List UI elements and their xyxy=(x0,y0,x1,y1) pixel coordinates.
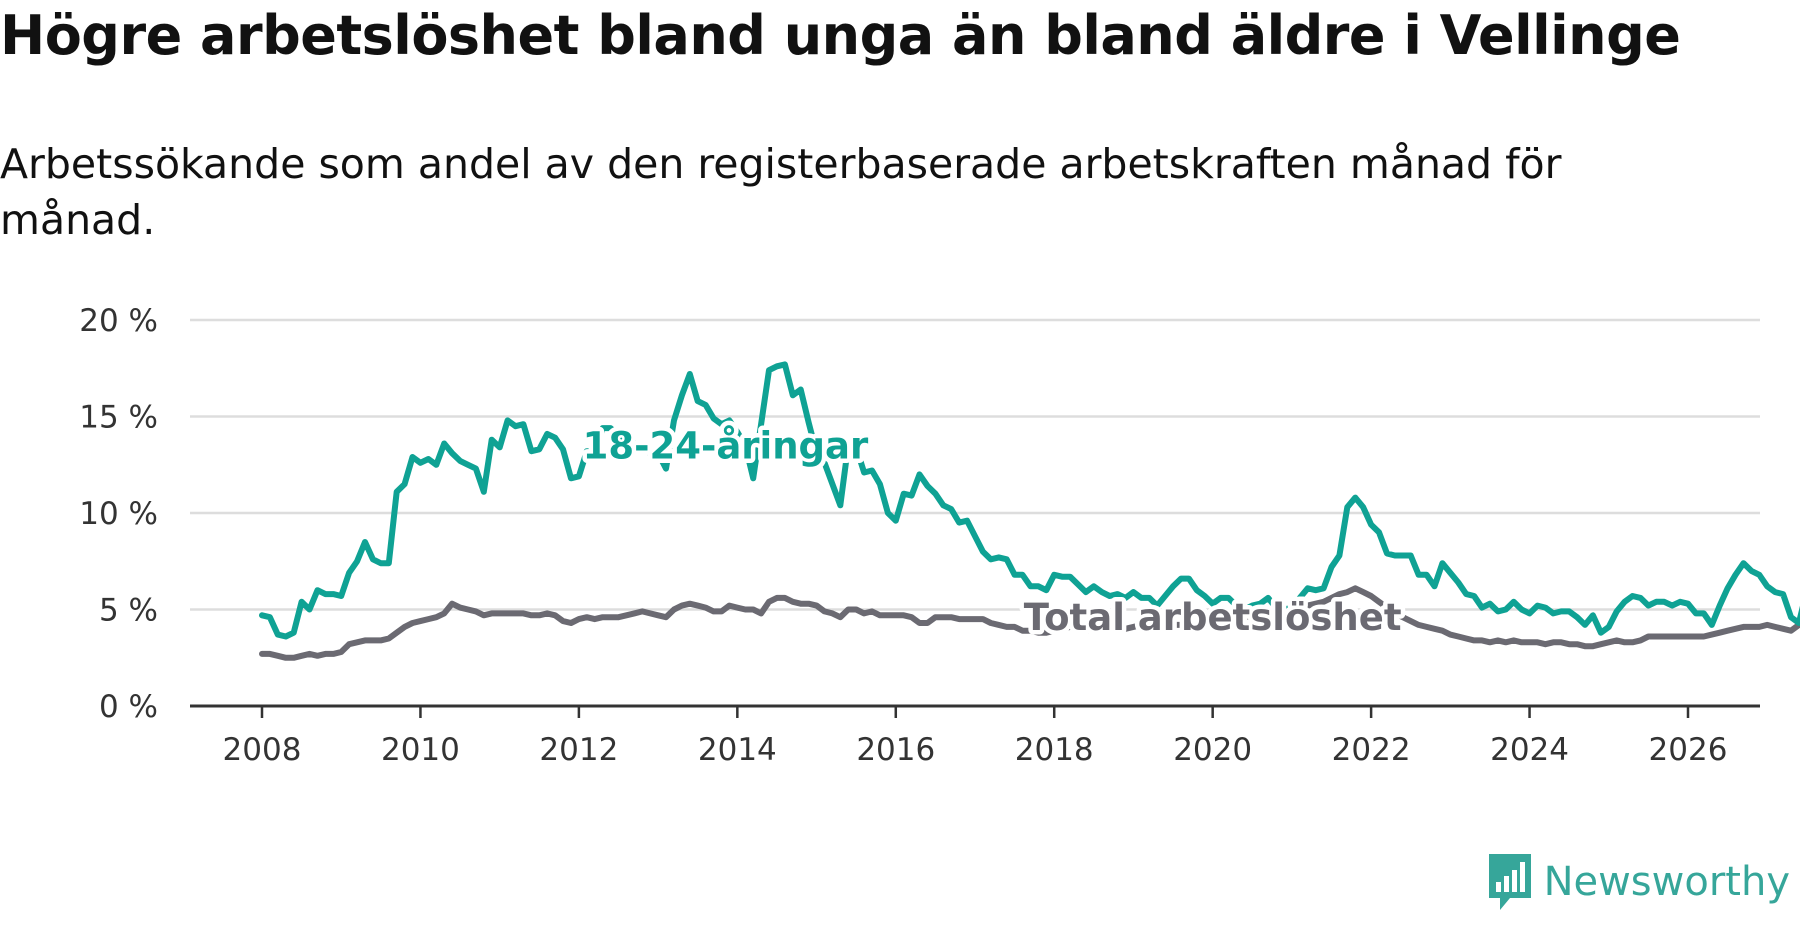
series-label-total: Total arbetslöshet xyxy=(1024,596,1402,639)
x-tick-label: 2026 xyxy=(1649,732,1728,768)
series-line-total xyxy=(259,585,1800,661)
x-tick-label: 2012 xyxy=(539,732,618,768)
chart-subtitle: Arbetssökande som andel av den registerb… xyxy=(0,140,1562,244)
x-tick-label: 2014 xyxy=(698,732,777,768)
series-labels: 18-24-åringar Total arbetslöshet xyxy=(578,420,1406,644)
x-tick-label: 2016 xyxy=(856,732,935,768)
x-tick-label: 2018 xyxy=(1015,732,1094,768)
series-label-youth: 18-24-åringar xyxy=(583,424,869,467)
y-axis-ticks: 0 % 5 % 10 % 15 % 20 % xyxy=(79,303,158,725)
series-lines xyxy=(259,361,1800,661)
y-tick-label: 20 % xyxy=(79,303,158,339)
bar-chart-flag-icon xyxy=(1488,854,1531,910)
x-tick-label: 2022 xyxy=(1332,732,1411,768)
series-line-youth xyxy=(259,361,1800,640)
x-tick-label: 2008 xyxy=(223,732,302,768)
x-axis-ticks: 2008 2010 2012 2014 2016 2018 2020 2022 2024 2026 xyxy=(223,706,1728,768)
x-tick-label: 2024 xyxy=(1490,732,1569,768)
newsworthy-logo: Newsworthy xyxy=(1486,852,1790,912)
x-tick-label: 2020 xyxy=(1173,732,1252,768)
grid-lines xyxy=(190,318,1760,708)
y-tick-label: 15 % xyxy=(79,400,158,436)
x-tick-label: 2010 xyxy=(381,732,460,768)
brand-name: Newsworthy xyxy=(1543,859,1790,905)
chart-title: Högre arbetslöshet bland unga än bland ä… xyxy=(0,4,1681,67)
y-tick-label: 0 % xyxy=(99,689,158,725)
y-tick-label: 5 % xyxy=(99,593,158,629)
y-tick-label: 10 % xyxy=(79,496,158,532)
